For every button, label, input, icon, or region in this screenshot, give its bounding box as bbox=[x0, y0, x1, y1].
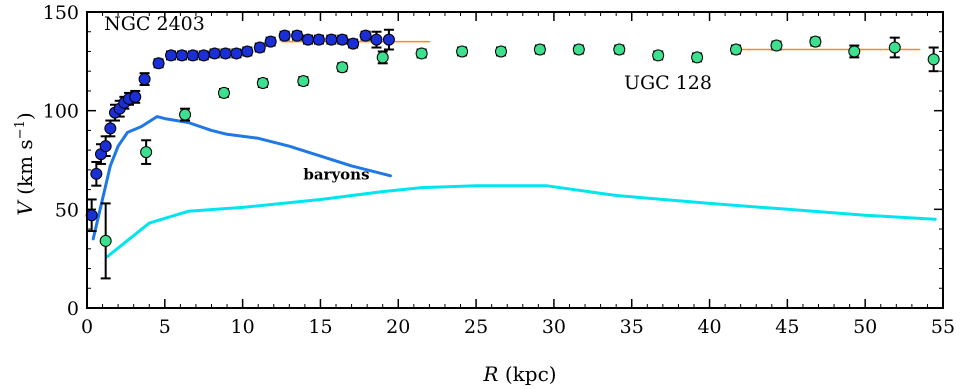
points-layer bbox=[85, 29, 940, 247]
y-tick-label: 100 bbox=[43, 101, 79, 123]
series-3-line bbox=[105, 184, 937, 259]
annotations-layer: NGC 2403 UGC 128 baryons bbox=[104, 13, 712, 184]
ngc-2403-point bbox=[382, 33, 395, 46]
ugc-128-point bbox=[297, 75, 310, 88]
ugc-128-point bbox=[217, 86, 230, 99]
ugc-128-point bbox=[256, 77, 269, 90]
plot-frame bbox=[86, 11, 944, 309]
ngc-2403-point bbox=[104, 122, 117, 135]
baryons-label: baryons bbox=[303, 166, 369, 184]
x-tick-label: 40 bbox=[697, 316, 721, 338]
y-tick-label: 0 bbox=[67, 298, 79, 320]
ngc-2403-point bbox=[347, 37, 360, 50]
ngc-2403-point bbox=[370, 33, 383, 46]
ugc-128-point bbox=[376, 51, 389, 64]
ugc-128-point bbox=[99, 234, 112, 247]
ugc-128-point bbox=[888, 41, 901, 54]
ngc-2403-point bbox=[138, 73, 151, 86]
x-tick-label: 25 bbox=[464, 316, 488, 338]
x-tick-label: 55 bbox=[931, 316, 955, 338]
ngc-2403-point bbox=[291, 29, 304, 42]
y-tick-label: 150 bbox=[43, 2, 79, 24]
ngc-2403-point bbox=[90, 167, 103, 180]
ngc-2403-point bbox=[302, 33, 315, 46]
ugc-128-point bbox=[456, 45, 469, 58]
ngc-2403-point bbox=[230, 47, 243, 60]
ngc-2403-point bbox=[359, 29, 372, 42]
ngc-2403-point bbox=[152, 57, 165, 70]
ugc-128-point bbox=[572, 43, 585, 56]
ngc-2403-point bbox=[278, 29, 291, 42]
ngc-2403-point bbox=[165, 49, 178, 62]
x-tick-label: 30 bbox=[542, 316, 566, 338]
baryons-line bbox=[91, 115, 392, 241]
x-tick-label: 0 bbox=[81, 316, 93, 338]
ugc-128-point bbox=[533, 43, 546, 56]
ngc-2403-point bbox=[336, 33, 349, 46]
ugc-128-point bbox=[415, 47, 428, 60]
ngc-2403-point bbox=[219, 47, 232, 60]
ngc-2403-point bbox=[325, 33, 338, 46]
ugc-128-label: UGC 128 bbox=[624, 72, 712, 94]
ngc-2403-label: NGC 2403 bbox=[104, 13, 205, 35]
ugc-128-point bbox=[730, 43, 743, 56]
ticks-layer: 0 5 10 15 20 25 30 35 40 45 50 55 0 50 100 150 bbox=[43, 2, 955, 338]
ngc-2403-point bbox=[241, 45, 254, 58]
ngc-2403-point bbox=[186, 49, 199, 62]
ugc-128-point bbox=[613, 43, 626, 56]
ugc-128-point bbox=[691, 51, 704, 64]
ngc-2403-point bbox=[264, 35, 277, 48]
ugc-128-point bbox=[770, 39, 783, 52]
ugc-128-point bbox=[494, 45, 507, 58]
ngc-2403-point bbox=[99, 140, 112, 153]
ngc-2403-point bbox=[197, 49, 210, 62]
ugc-128-point bbox=[848, 45, 861, 58]
ngc-2403-point bbox=[129, 90, 142, 103]
ngc-2403-point bbox=[208, 47, 221, 60]
y-tick-label: 50 bbox=[55, 199, 79, 221]
x-tick-label: 45 bbox=[775, 316, 799, 338]
x-tick-label: 35 bbox=[620, 316, 644, 338]
x-tick-label: 15 bbox=[308, 316, 332, 338]
curves-layer bbox=[91, 40, 937, 259]
x-tick-label: 50 bbox=[853, 316, 877, 338]
ugc-128-point bbox=[140, 146, 153, 159]
ugc-128-point bbox=[336, 61, 349, 74]
ugc-128-point bbox=[809, 35, 822, 48]
ngc-2403-point bbox=[175, 49, 188, 62]
ugc-128-point bbox=[927, 53, 940, 66]
ugc-128-point bbox=[179, 108, 192, 121]
x-tick-label: 10 bbox=[231, 316, 255, 338]
x-axis-title: R (kpc) bbox=[482, 362, 556, 386]
error-bars-layer bbox=[86, 28, 939, 280]
x-tick-label: 20 bbox=[386, 316, 410, 338]
ngc-2403-point bbox=[253, 41, 266, 54]
y-axis-title: V (km s−1) bbox=[13, 112, 37, 215]
x-tick-label: 5 bbox=[159, 316, 171, 338]
ugc-128-point bbox=[652, 49, 665, 62]
ngc-2403-point bbox=[312, 33, 325, 46]
